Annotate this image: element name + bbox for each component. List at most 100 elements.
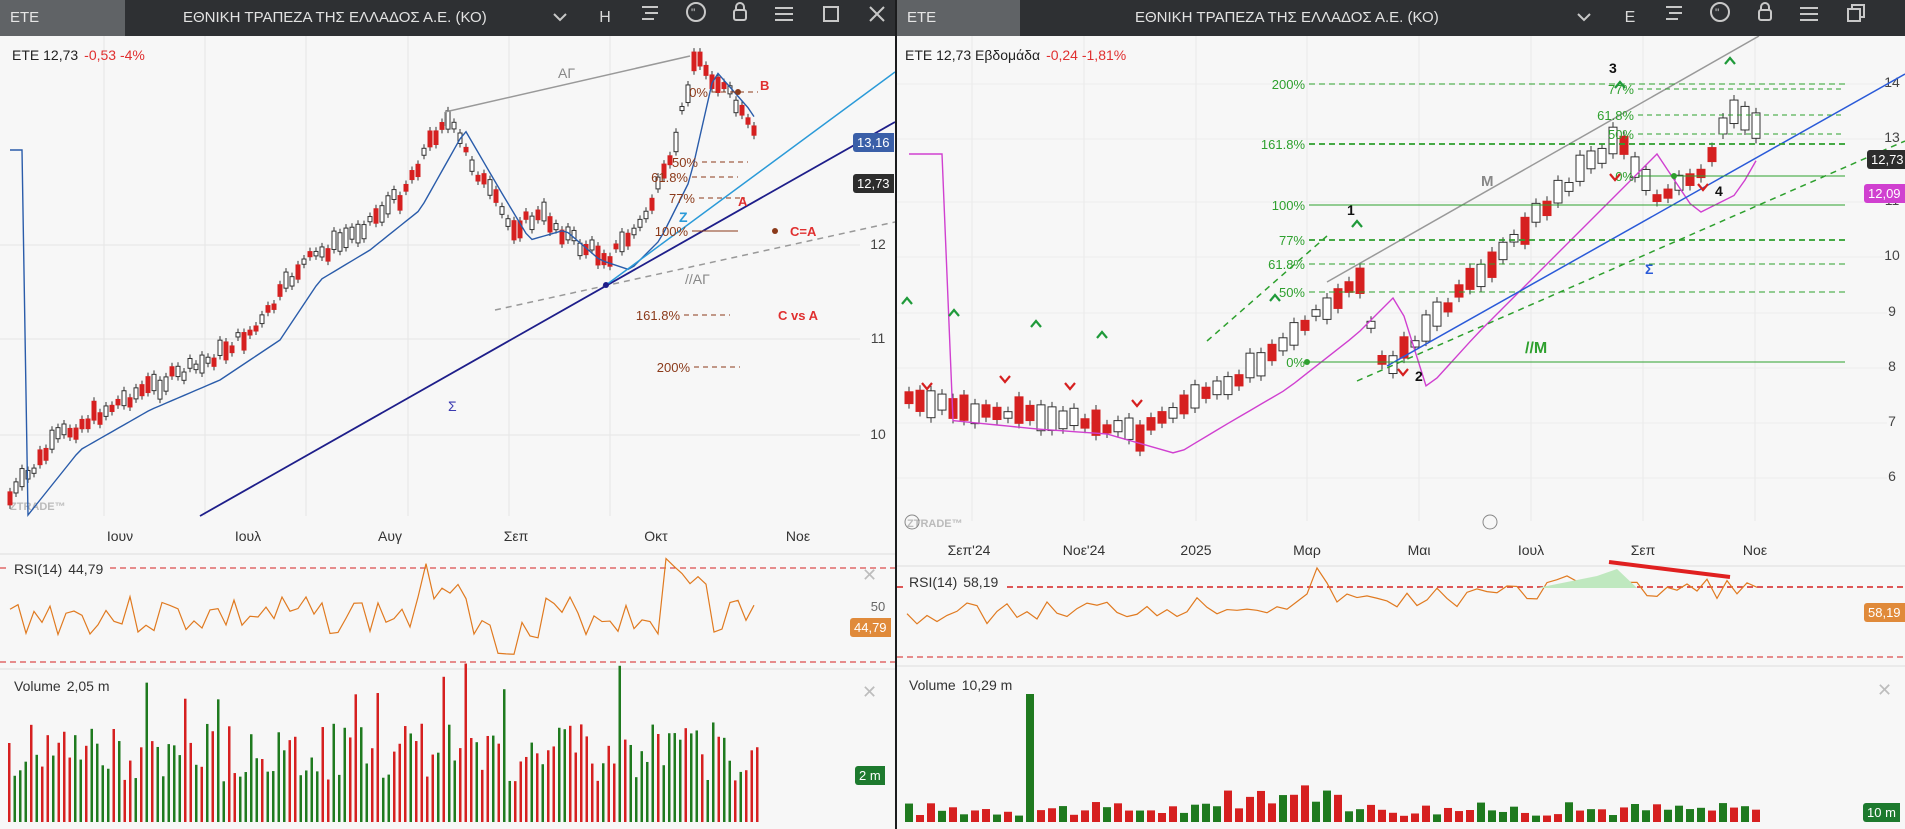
candle-up — [637, 218, 643, 228]
volume-bar-up — [651, 724, 654, 822]
volume-bar-up — [1015, 815, 1023, 822]
candle-down — [1399, 336, 1409, 359]
time-axis-label: Αυγ — [378, 528, 402, 544]
candle-up — [1212, 380, 1222, 396]
volume-bar-down — [151, 741, 154, 822]
candle-down — [1520, 216, 1530, 245]
volume-bar-up — [1103, 807, 1111, 822]
time-axis-label: Νοε — [1743, 542, 1767, 558]
left-volume-close-icon[interactable]: ✕ — [862, 682, 878, 702]
candle-down — [1465, 267, 1475, 290]
volume-bar-up — [1433, 814, 1441, 822]
left-period-selector[interactable]: Η — [599, 9, 611, 26]
candle-up — [385, 195, 391, 215]
left-symbol-tab[interactable]: ΕΤΕ — [0, 0, 125, 36]
menu-icon[interactable] — [1794, 0, 1824, 36]
volume-bar-down — [1444, 807, 1452, 822]
candle-down — [493, 189, 499, 203]
annotation-ag: ΑΓ — [558, 65, 575, 81]
chevron-down-icon[interactable] — [1569, 0, 1599, 36]
volume-bar-up — [145, 682, 148, 822]
comment-icon[interactable]: " — [1705, 0, 1735, 36]
candle-down — [1542, 200, 1552, 217]
volume-bar-down — [349, 737, 352, 822]
close-icon[interactable] — [862, 0, 892, 36]
indicators-icon[interactable] — [1659, 0, 1689, 36]
candle-up — [970, 403, 980, 425]
volume-bar-down — [420, 723, 423, 822]
candle-up — [1410, 340, 1420, 348]
volume-bar-up — [1532, 815, 1540, 822]
maximize-icon[interactable] — [816, 0, 846, 36]
left-chart-window: ΕΤΕ ΕΘΝΙΚΗ ΤΡΑΠΕΖΑ ΤΗΣ ΕΛΛΑΔΟΣ Α.Ε. (ΚΟ)… — [0, 0, 895, 829]
price-axis-label: 12 — [870, 236, 886, 252]
volume-bar-up — [541, 764, 544, 822]
volume-bar-up — [508, 780, 511, 822]
volume-bar-up — [1675, 805, 1683, 822]
candle-down — [439, 122, 445, 130]
volume-bar-up — [1488, 810, 1496, 822]
right-volume-close-icon[interactable]: ✕ — [1877, 680, 1893, 700]
volume-bar-up — [668, 733, 671, 822]
volume-bar-down — [657, 733, 660, 822]
candle-up — [469, 159, 475, 172]
time-axis-label: Οκτ — [644, 528, 668, 544]
right-period-selector[interactable]: Ε — [1624, 9, 1636, 26]
comment-icon[interactable]: " — [681, 0, 711, 36]
volume-bar-up — [662, 765, 665, 822]
candle-up — [319, 246, 325, 258]
volume-bar-up — [492, 735, 495, 822]
candle-down — [511, 220, 517, 241]
volume-bar-up — [437, 752, 440, 822]
volume-bar-up — [217, 699, 220, 822]
right-price-chart[interactable]: 141311109876Σεπ'24Νοε'242025ΜαρΜαιΙουλΣε… — [897, 36, 1905, 829]
indicators-icon[interactable] — [635, 0, 665, 36]
right-window-title: ΕΘΝΙΚΗ ΤΡΑΠΕΖΑ ΤΗΣ ΕΛΛΑΔΟΣ Α.Ε. (ΚΟ) — [1135, 9, 1439, 26]
menu-icon[interactable] — [769, 0, 799, 36]
candle-up — [313, 250, 319, 257]
volume-bar-up — [266, 771, 269, 822]
candle-up — [685, 84, 691, 104]
candle-down — [403, 183, 409, 192]
restore-icon[interactable] — [1841, 0, 1871, 36]
volume-bar-up — [475, 742, 478, 822]
volume-bar-up — [1213, 806, 1221, 822]
lock-icon[interactable] — [1750, 0, 1780, 36]
trendline-parallel-m-left — [1206, 235, 1328, 342]
volume-bar-up — [409, 733, 412, 822]
volume-bar-down — [745, 770, 748, 822]
annotation-sigma: Σ — [448, 398, 457, 414]
left-rsi-close-icon[interactable]: ✕ — [862, 565, 878, 585]
candle-up — [301, 258, 307, 265]
volume-bar-down — [8, 743, 11, 822]
volume-bar-down — [1301, 785, 1309, 822]
annotation-b: B — [760, 78, 769, 93]
candle-up — [199, 354, 205, 374]
volume-bar-down — [1070, 814, 1078, 822]
volume-bar-down — [211, 731, 214, 822]
buy-signal-icon — [948, 308, 960, 317]
candle-up — [1608, 126, 1618, 155]
volume-bar-down — [261, 759, 264, 822]
fib-level-label: 0% — [1286, 355, 1305, 370]
left-price-chart[interactable]: 12 11 10 Ιουν Ιουλ Αυγ Σεπ Οκτ Νοε ZTRADE™ ΑΓ //ΑΓ Σ… — [0, 36, 895, 829]
chevron-down-icon[interactable] — [545, 0, 575, 36]
right-symbol-tab[interactable]: ΕΤΕ — [897, 0, 1020, 36]
candle-up — [1256, 352, 1266, 377]
candle-down — [43, 447, 49, 461]
volume-bar-down — [1389, 812, 1397, 822]
volume-bar-up — [360, 727, 363, 822]
candle-up — [487, 179, 493, 196]
candle-down — [463, 146, 469, 153]
volume-bar-up — [1609, 815, 1617, 822]
candle-down — [1454, 284, 1464, 298]
buy-signal-icon — [1269, 293, 1281, 302]
candle-up — [1190, 384, 1200, 409]
volume-bar-down — [1466, 810, 1474, 822]
volume-bar-down — [404, 726, 407, 822]
volume-bar-down — [288, 740, 291, 822]
time-axis-label: Σεπ — [504, 528, 529, 544]
lock-icon[interactable] — [725, 0, 755, 36]
time-axis-label: Ιουν — [107, 528, 133, 544]
candle-up — [1718, 117, 1728, 135]
